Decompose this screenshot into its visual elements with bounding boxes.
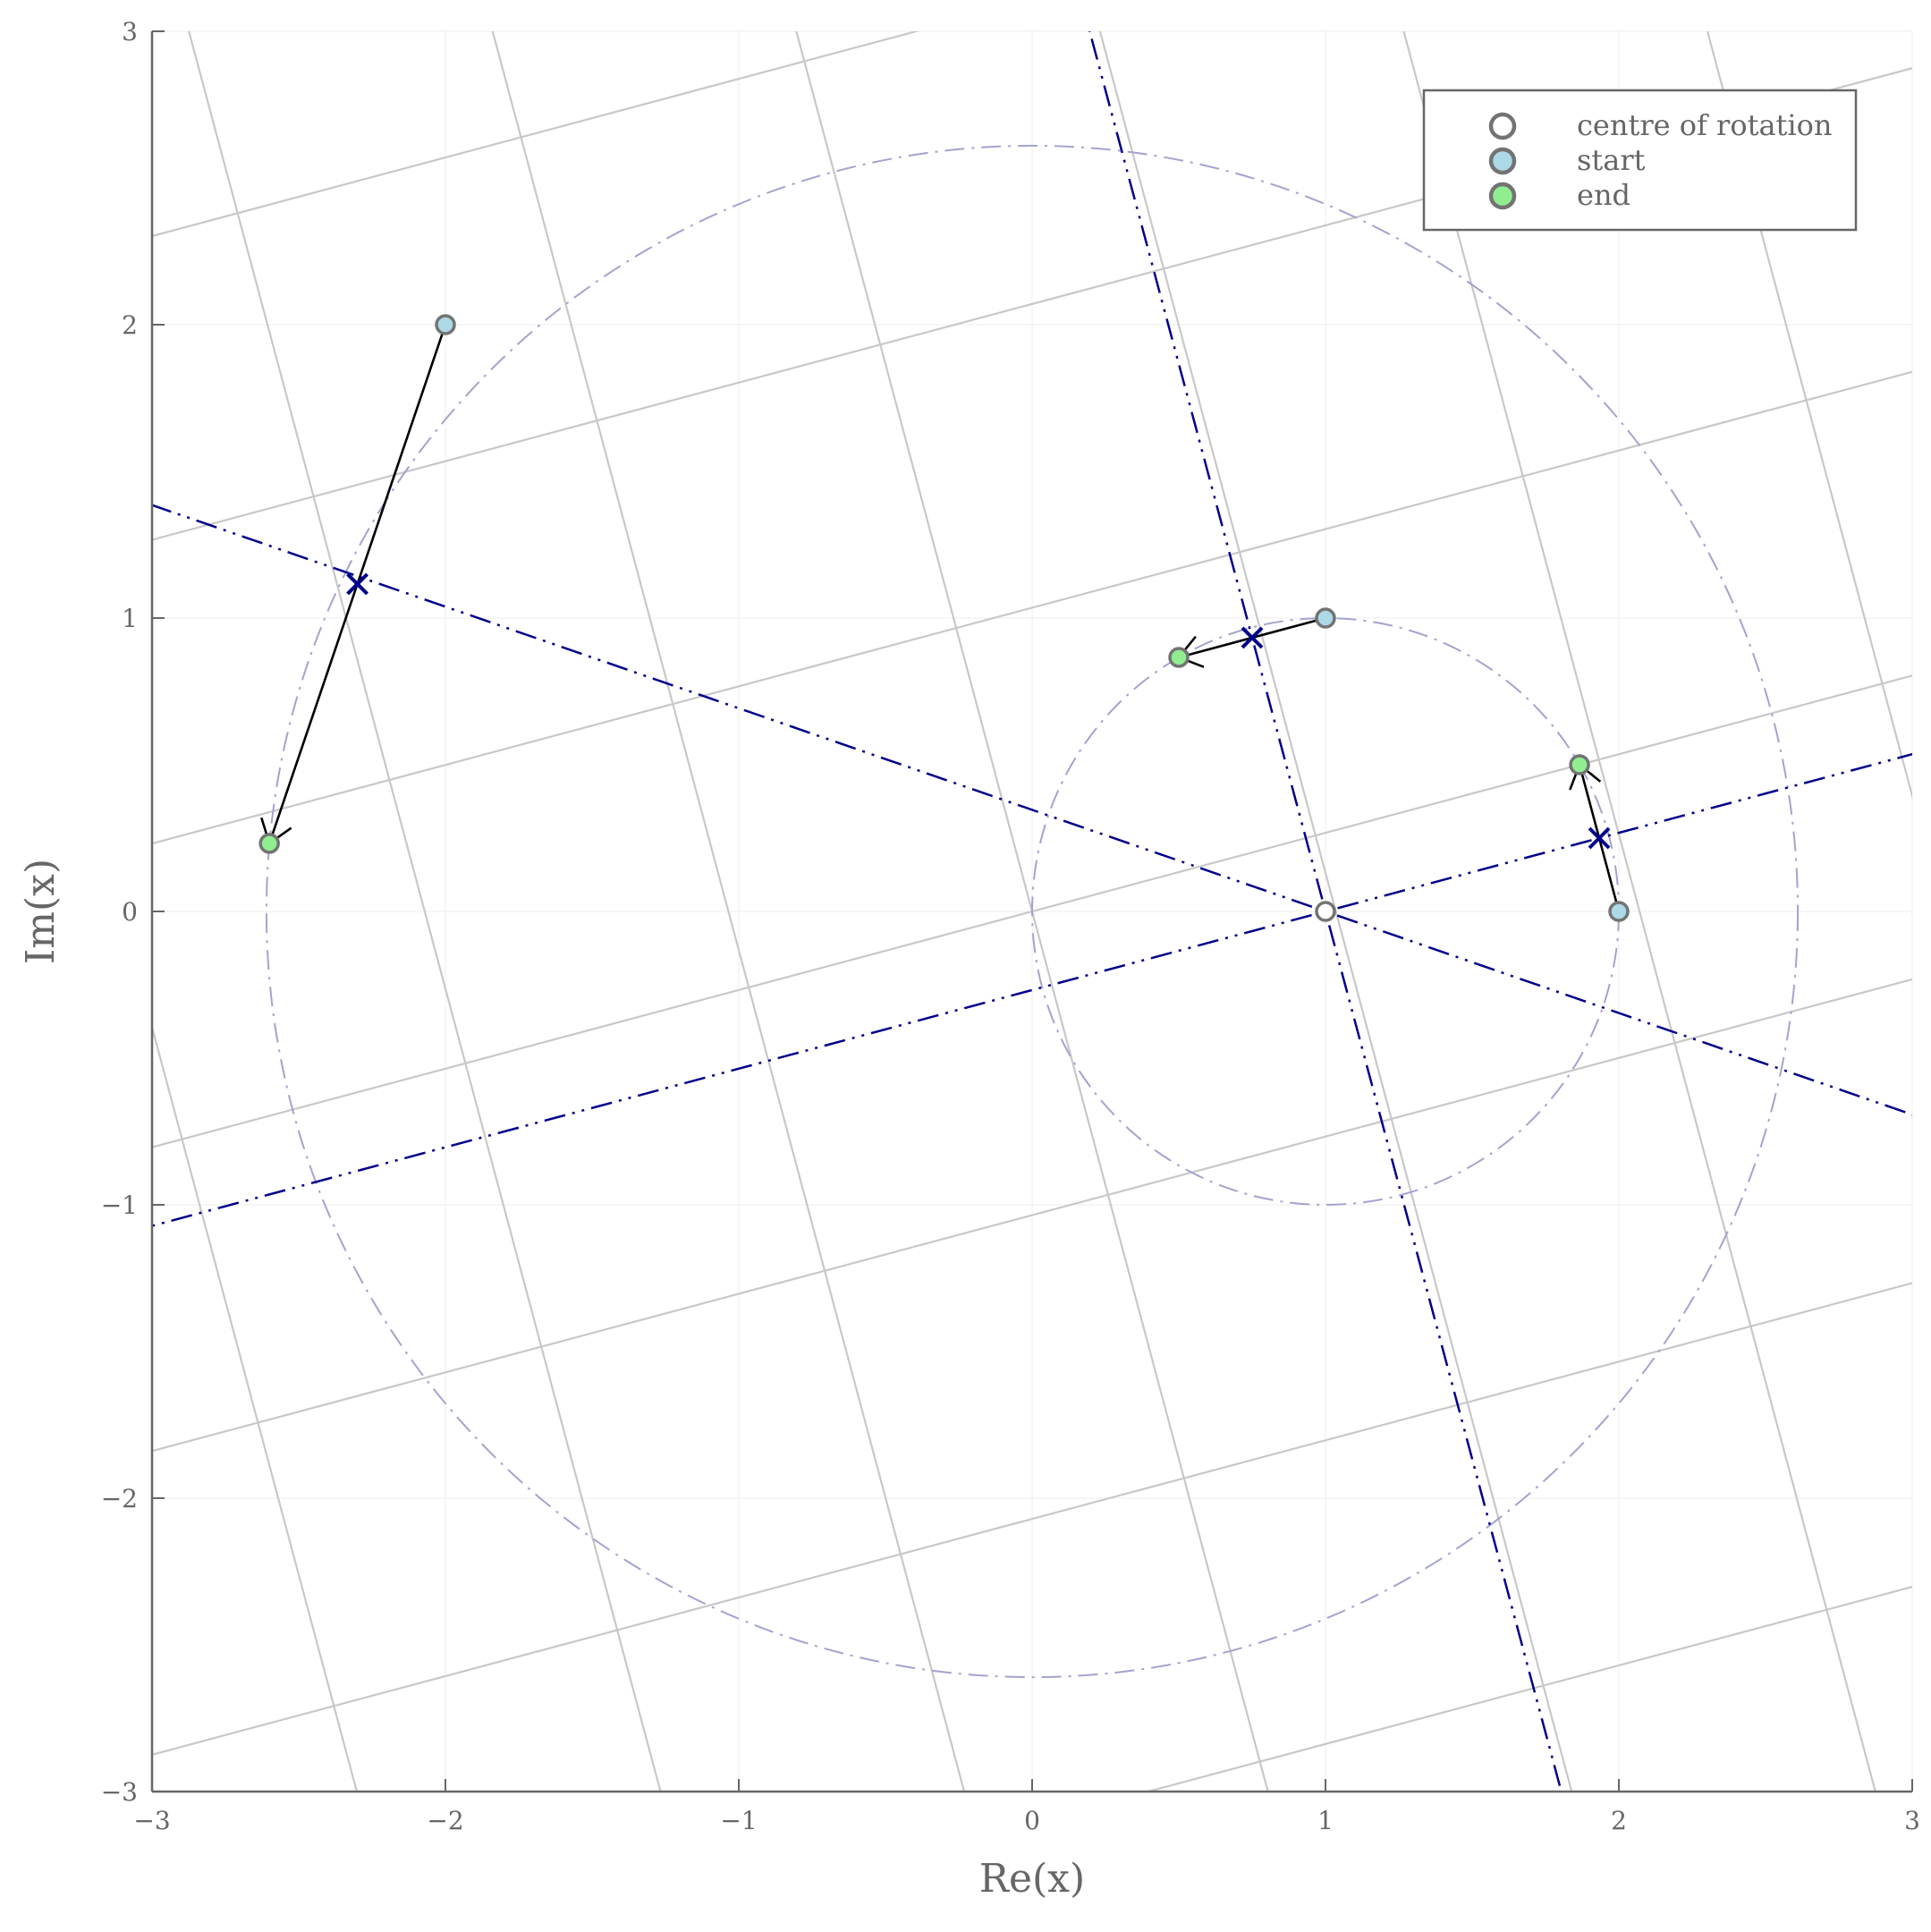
rotated-grid-line-1-4 [1255,0,1931,1932]
bisector-line-2 [152,504,1912,1116]
y-tick-label: 3 [122,17,138,47]
rotated-grid-line-0--3 [1144,1585,1912,1792]
midpoint-markers [346,572,1611,850]
y-tick-label: −3 [101,1777,138,1807]
x-tick-label: 1 [1317,1806,1334,1835]
rotated-grid-line-1-2 [1402,31,1876,1792]
rotated-grid-line-1-5 [1537,0,1931,1932]
bisector-line-0 [1088,31,1563,1792]
rotation-circle-1 [265,144,1800,1679]
rotated-grid-line-1-3 [1706,31,1912,800]
rotated-grid-line-0--1 [152,978,1912,1453]
x-tick-label: 0 [1024,1806,1040,1835]
legend-marker-0 [1488,112,1517,140]
rotation-points [258,314,1630,922]
y-tick-label: −1 [101,1191,138,1220]
x-tick-label: 2 [1611,1806,1627,1835]
x-tick-label: −3 [133,1806,170,1835]
rotated-grid-line-0--6 [0,1700,1931,1932]
legend-label-1: start [1577,143,1646,177]
rotated-grid-line-1--6 [0,0,243,1932]
rotated-grid-line-0--5 [0,1417,1931,1932]
rotated-grid-line-0--2 [152,1282,1912,1756]
end-point-1 [1569,754,1590,775]
midpoint-marker-0-b [1241,626,1264,649]
rotated-grid-line-0-2 [152,67,1912,541]
legend-label-0: centre of rotation [1577,108,1832,142]
rotated-grid-line-0--4 [0,1134,1931,1932]
rotated-grid-line-1--5 [0,0,527,1932]
rotated-grid-line-1--3 [152,1023,359,1792]
axes [150,30,1913,1793]
legend-marker-1 [1488,147,1517,175]
centre-of-rotation-point [1315,901,1336,922]
end-point-2 [258,833,280,854]
rotated-grid-line-1-1 [1098,31,1573,1792]
rotated-grid-line-0-3 [152,31,920,238]
y-tick-label: 0 [122,897,138,927]
y-axis-title: Im(x) [18,859,64,964]
y-tick-label: 2 [122,310,138,340]
midpoint-marker-2-b [346,572,369,596]
start-point-2 [435,314,456,335]
end-point-0 [1168,647,1190,668]
tick-labels: −3 −2 −1 0 1 2 3 −3 −2 −1 0 1 2 3 [101,17,1920,1835]
y-tick-label: −2 [101,1484,138,1513]
legend-marker-2 [1488,182,1517,210]
rotated-grid-line-1-0 [795,31,1269,1792]
x-tick-label: −2 [427,1806,463,1835]
x-tick-label: −1 [720,1806,757,1835]
x-axis-title: Re(x) [979,1856,1085,1902]
start-point-0 [1315,607,1336,629]
rotated-grid-line-0-1 [152,370,1912,845]
x-tick-label: 3 [1904,1806,1920,1835]
y-tick-label: 1 [122,604,138,633]
legend-label-2: end [1577,178,1630,212]
rotated-grid-line-1-6 [1821,0,1931,1932]
rotated-grid-line-1--4 [0,0,809,1932]
midpoint-marker-1-b [1588,826,1611,850]
start-point-1 [1608,901,1630,922]
